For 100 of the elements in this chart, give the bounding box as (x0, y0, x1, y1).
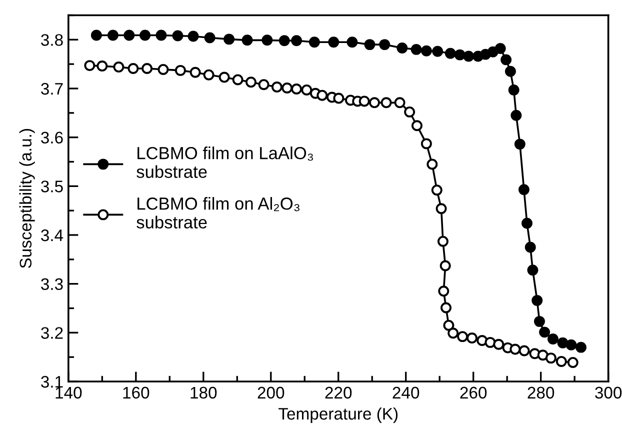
point (218, 72, 230, 83)
point (113, 62, 124, 73)
point (128, 63, 139, 74)
point (258, 79, 270, 90)
point (410, 44, 422, 55)
point (190, 66, 201, 78)
point (278, 35, 290, 46)
point (493, 338, 504, 350)
point (420, 138, 432, 150)
point (333, 92, 344, 104)
point (476, 334, 488, 346)
point (463, 50, 474, 62)
point (437, 236, 448, 247)
x-tick-label: 180 (190, 386, 217, 399)
point (188, 30, 199, 42)
point (291, 84, 302, 94)
point (566, 339, 577, 350)
point (494, 42, 506, 54)
point (358, 96, 370, 107)
point (224, 34, 235, 45)
point (444, 48, 456, 59)
x-tick-label: 200 (258, 386, 284, 399)
x-tick-label: 220 (325, 386, 352, 399)
point (534, 316, 545, 327)
y-tick-label: 3.6 (41, 132, 63, 144)
point (412, 120, 422, 132)
point (518, 345, 530, 356)
point (545, 352, 556, 364)
x-tick-label: 300 (595, 386, 622, 399)
point (364, 39, 376, 50)
point (158, 64, 169, 75)
point (124, 30, 135, 41)
x-tick-label: 240 (392, 386, 420, 399)
point (291, 35, 302, 46)
point (328, 36, 340, 48)
point (466, 332, 478, 344)
y-tick-label: 3.2 (41, 327, 63, 339)
point (532, 294, 543, 306)
point (346, 36, 358, 48)
point (484, 336, 496, 348)
point (436, 203, 447, 214)
point (556, 356, 567, 367)
point (514, 138, 526, 150)
point (508, 84, 520, 96)
y-tick-label: 3.3 (41, 278, 63, 290)
point (84, 60, 96, 72)
point (547, 334, 558, 345)
point (316, 90, 328, 101)
point (457, 331, 468, 342)
point (368, 97, 380, 108)
point (440, 260, 451, 272)
point (262, 34, 273, 46)
point (575, 342, 586, 353)
point (140, 30, 151, 41)
x-axis-title: Temperature (K) (278, 407, 398, 423)
point (537, 350, 548, 361)
point (90, 30, 102, 41)
point (527, 264, 538, 276)
point (500, 54, 512, 66)
x-tick-label: 280 (528, 386, 554, 399)
point (431, 184, 442, 196)
point (203, 69, 214, 80)
y-tick-label: 3.5 (41, 180, 63, 192)
point (245, 76, 256, 88)
point (426, 158, 438, 170)
y-tick-label: 3.7 (41, 82, 63, 95)
point (420, 45, 432, 56)
point (204, 32, 216, 44)
point (308, 36, 320, 48)
point (404, 106, 416, 118)
point (518, 184, 530, 196)
x-tick-label: 140 (56, 386, 82, 399)
point (522, 218, 532, 229)
legend-label: LCBMO film on LaAlO₃ substrate (136, 146, 313, 178)
point (379, 39, 390, 50)
point (301, 84, 312, 96)
point (142, 63, 153, 74)
point (443, 320, 454, 331)
point (432, 46, 444, 57)
point (96, 60, 108, 72)
point (454, 49, 466, 60)
y-tick-label: 3.8 (41, 34, 63, 46)
point (440, 302, 452, 314)
point (380, 97, 392, 108)
point (567, 356, 578, 368)
point (242, 34, 253, 46)
x-tick-label: 260 (460, 386, 487, 399)
point (510, 344, 521, 355)
point (438, 286, 450, 297)
legend-label: LCBMO film on Al₂O₃ substrate (136, 197, 300, 228)
point (232, 74, 244, 86)
point (174, 64, 186, 76)
point (156, 30, 167, 41)
point (557, 337, 568, 348)
point (510, 110, 522, 121)
point (107, 30, 118, 41)
point (448, 328, 459, 339)
y-tick-label: 3.4 (41, 229, 64, 242)
point (504, 66, 516, 77)
point (396, 42, 408, 54)
